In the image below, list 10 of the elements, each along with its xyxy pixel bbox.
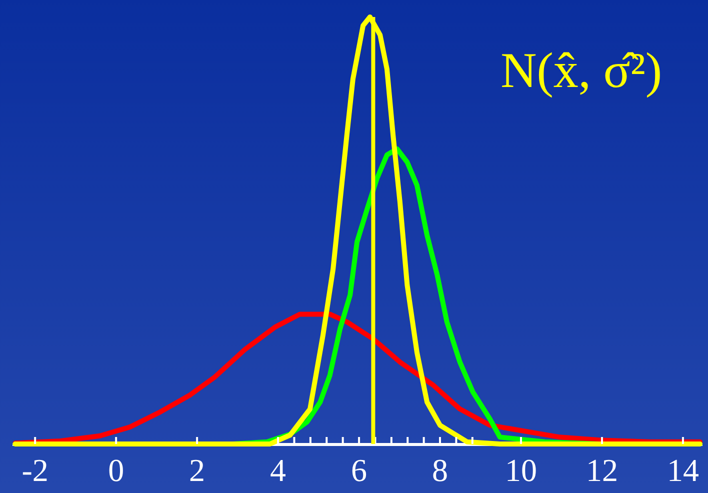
x-tick-label: 6 [351, 452, 368, 488]
x-tick-label: 4 [270, 452, 286, 488]
x-tick-label: 12 [586, 452, 618, 488]
x-tick-label: 14 [666, 452, 699, 488]
x-tick-label: 0 [108, 452, 124, 488]
x-tick-label: 8 [432, 452, 448, 488]
x-tick-label: -2 [22, 452, 48, 488]
x-tick-label: 10 [504, 452, 537, 488]
annotation: N(x̂, σ̂²) [500, 42, 662, 98]
x-tick-label: 2 [189, 452, 206, 488]
